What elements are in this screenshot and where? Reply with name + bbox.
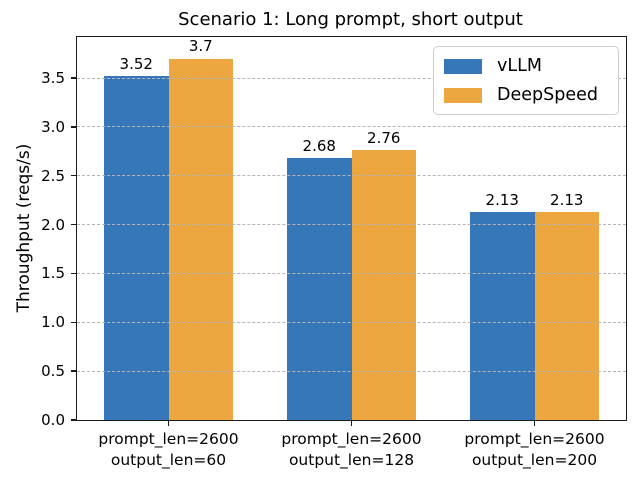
legend-swatch-vllm — [444, 58, 482, 74]
legend-item-vllm: vLLM — [444, 56, 608, 76]
y-tick — [71, 419, 77, 421]
bar-vllm-0 — [104, 76, 169, 420]
grid-line — [77, 224, 626, 226]
bar-deepspeed-2 — [534, 211, 599, 420]
x-tick-label: prompt_len=2600 output_len=128 — [281, 430, 422, 469]
legend-label-deepspeed: DeepSpeed — [497, 85, 598, 105]
y-tick-label: 1.0 — [41, 313, 65, 332]
y-tick — [71, 77, 77, 79]
bar-value-label: 3.7 — [188, 37, 213, 56]
y-tick — [71, 321, 77, 323]
y-tick-label: 0.0 — [41, 411, 65, 429]
y-tick — [71, 223, 77, 226]
grid-line — [77, 370, 626, 372]
bar-value-label: 2.13 — [550, 190, 584, 209]
legend: vLLM DeepSpeed — [433, 46, 619, 115]
y-tick-label: 1.5 — [41, 264, 65, 283]
legend-swatch-deepspeed — [444, 87, 482, 103]
bar-vllm-1 — [287, 158, 352, 420]
y-tick-label: 3.5 — [41, 69, 65, 88]
chart-title: Scenario 1: Long prompt, short output — [178, 9, 523, 30]
y-tick — [71, 126, 77, 128]
grid-line — [77, 321, 626, 323]
x-tick — [533, 420, 536, 426]
grid-line — [77, 126, 626, 128]
x-tick-label: prompt_len=2600 output_len=60 — [98, 430, 239, 469]
bar-value-label: 2.13 — [485, 190, 519, 209]
bar-vllm-2 — [470, 211, 535, 420]
x-tick-label: prompt_len=2600 output_len=200 — [464, 430, 605, 469]
x-tick — [167, 420, 170, 426]
grid-line — [77, 77, 626, 79]
y-tick — [71, 175, 77, 177]
bar-value-label: 2.68 — [302, 137, 336, 156]
y-tick-label: 0.5 — [41, 362, 65, 381]
grid-line — [77, 272, 626, 274]
y-tick — [71, 370, 77, 372]
bar-value-label: 3.52 — [119, 55, 153, 74]
legend-item-deepspeed: DeepSpeed — [444, 85, 608, 105]
x-tick — [350, 420, 353, 426]
y-tick-label: 3.0 — [41, 117, 65, 136]
bar-deepspeed-1 — [351, 150, 416, 420]
bar-deepspeed-0 — [168, 58, 233, 420]
grid-line — [77, 175, 626, 177]
legend-label-vllm: vLLM — [497, 56, 542, 76]
y-tick — [71, 272, 77, 275]
bar-value-label: 2.76 — [367, 129, 401, 148]
y-tick-label: 2.0 — [41, 215, 65, 234]
y-tick-label: 2.5 — [41, 166, 65, 185]
